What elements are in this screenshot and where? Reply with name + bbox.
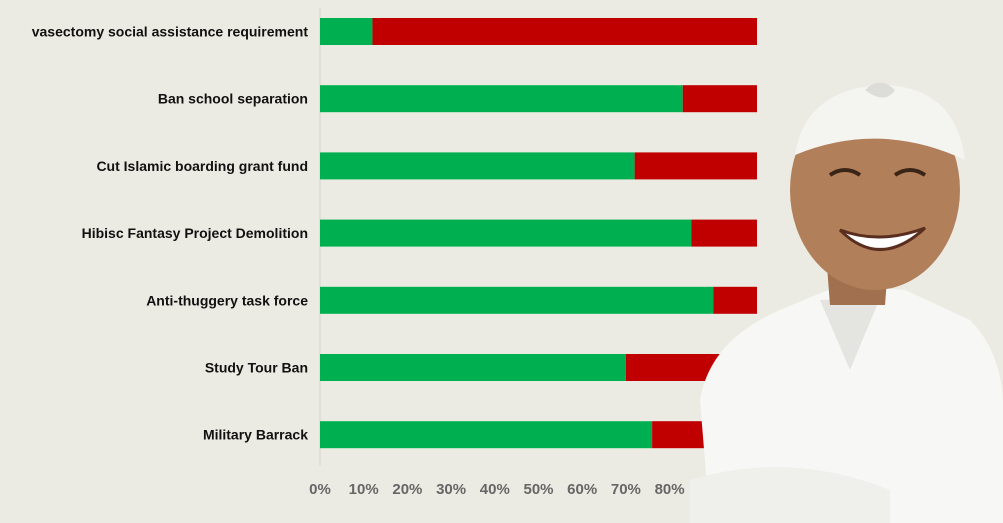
right-eye (893, 168, 927, 177)
category-label: Ban school separation (158, 91, 308, 107)
person-portrait-icon (690, 82, 1003, 523)
bars-group (320, 18, 757, 449)
x-tick-label: 20% (392, 481, 422, 498)
category-label: Anti-thuggery task force (146, 292, 308, 308)
x-tick-label: 50% (523, 481, 553, 498)
bar-segment-green-6 (320, 421, 653, 449)
x-tick-label: 10% (349, 481, 379, 498)
x-tick-label: 40% (480, 481, 510, 498)
collar-shape (820, 298, 880, 370)
bar-segment-green-3 (320, 219, 692, 247)
bar-segment-green-5 (320, 354, 626, 381)
headband-shape (795, 85, 965, 160)
smile-shape (838, 226, 927, 251)
bar-segment-green-2 (320, 152, 635, 180)
bar-segment-green-0 (320, 18, 373, 45)
category-label: Hibisc Fantasy Project Demolition (82, 225, 308, 241)
category-label: vasectomy social assistance requirement (32, 24, 309, 40)
category-label: Military Barrack (203, 427, 308, 443)
x-tick-label: 80% (655, 481, 685, 498)
x-tick-label: 0% (309, 481, 331, 498)
bar-segment-red-3 (691, 219, 757, 247)
bar-segment-red-4 (713, 286, 757, 314)
bar-segment-red-1 (682, 85, 757, 113)
bar-segment-green-1 (320, 85, 683, 113)
arms-shape (690, 467, 890, 523)
x-tick-label: 60% (567, 481, 597, 498)
shirt-shape (700, 285, 1003, 523)
category-label: Cut Islamic boarding grant fund (96, 158, 308, 174)
x-tick-label: 30% (436, 481, 466, 498)
category-label: Study Tour Ban (205, 360, 308, 376)
bar-segment-green-4 (320, 286, 714, 314)
x-tick-label: 70% (611, 481, 641, 498)
category-labels: vasectomy social assistance requirement B… (32, 24, 309, 443)
headband-knot (865, 82, 895, 98)
bar-segment-red-0 (372, 18, 757, 45)
bar-segment-red-2 (634, 152, 757, 180)
left-eye (828, 168, 862, 177)
